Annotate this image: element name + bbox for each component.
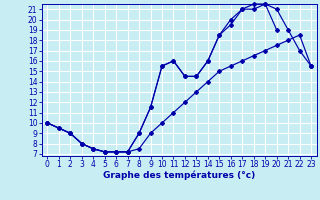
X-axis label: Graphe des températures (°c): Graphe des températures (°c) xyxy=(103,171,255,180)
